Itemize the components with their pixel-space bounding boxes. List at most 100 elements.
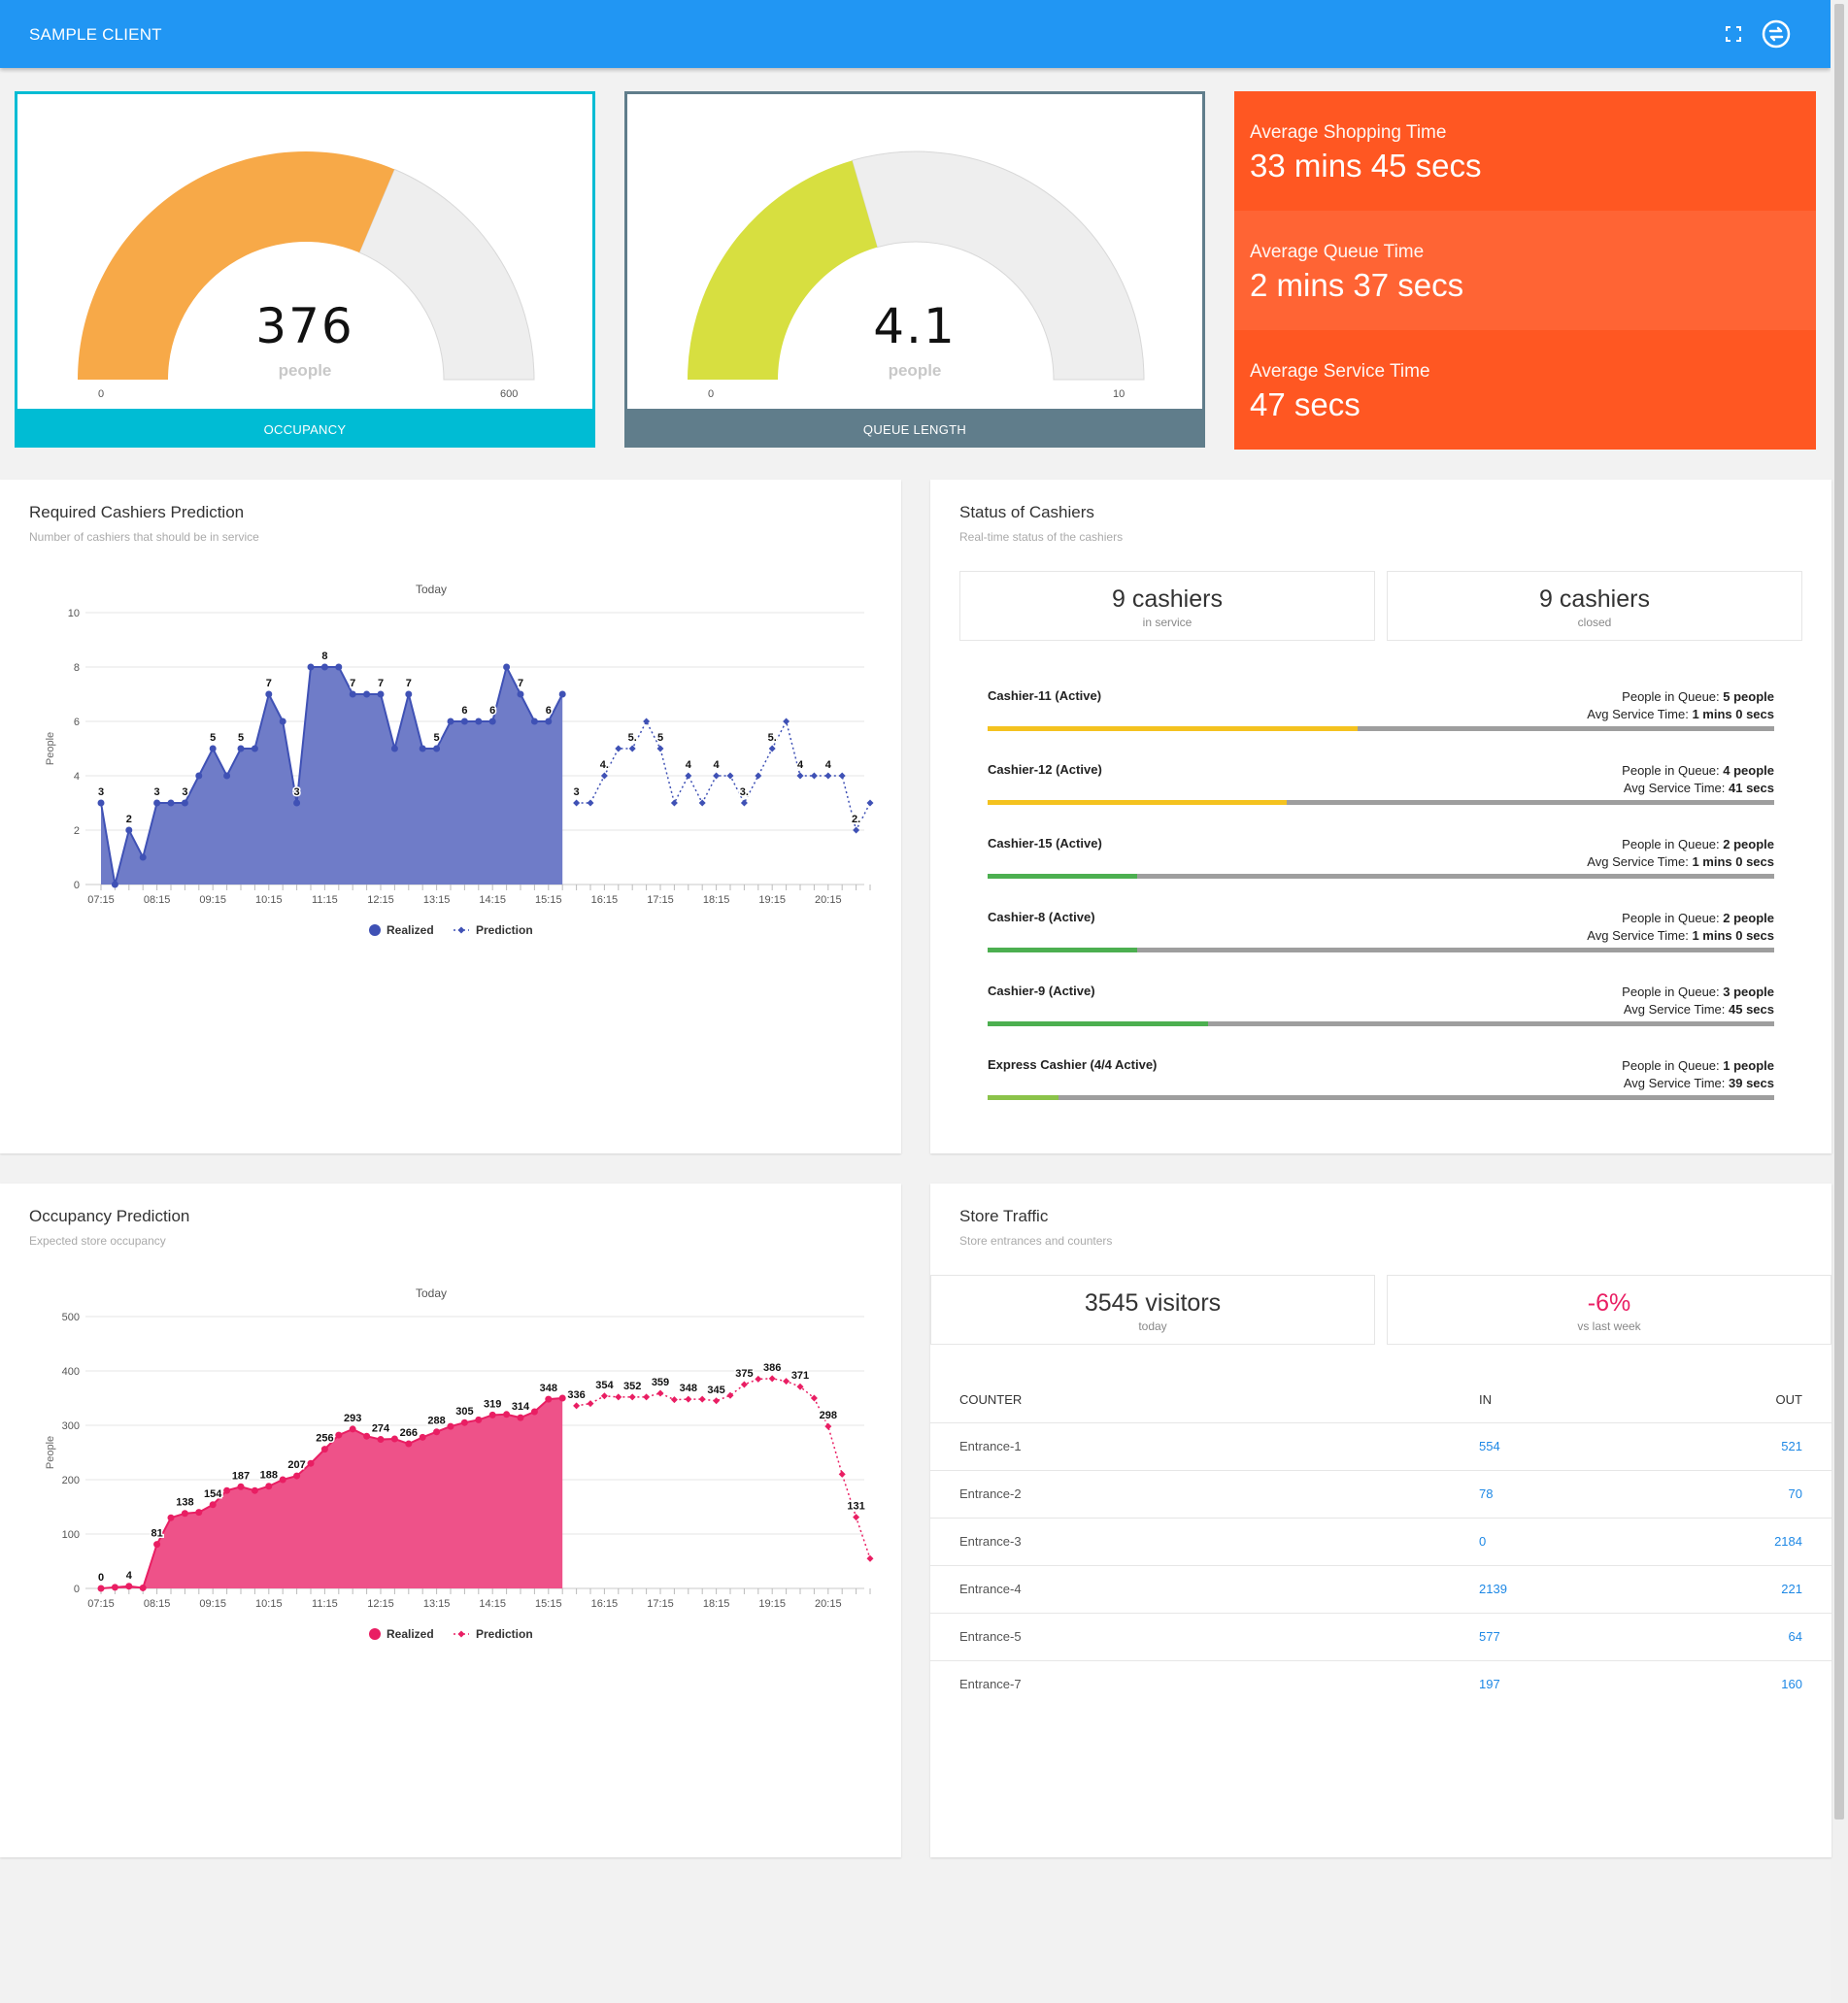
realized-point[interactable]	[545, 1395, 553, 1403]
table-row[interactable]: Entrance-1 554 521	[930, 1422, 1831, 1471]
prediction-point[interactable]	[643, 1393, 651, 1401]
prediction-point[interactable]	[713, 772, 721, 780]
realized-point[interactable]	[377, 1436, 385, 1444]
prediction-point[interactable]	[810, 1394, 818, 1402]
realized-point[interactable]	[223, 772, 231, 780]
realized-point[interactable]	[125, 826, 133, 834]
realized-point[interactable]	[153, 1541, 161, 1549]
realized-point[interactable]	[390, 745, 398, 752]
realized-point[interactable]	[475, 1416, 483, 1423]
prediction-point[interactable]	[740, 1381, 748, 1388]
prediction-point[interactable]	[768, 745, 776, 752]
realized-point[interactable]	[460, 1419, 468, 1426]
realized-point[interactable]	[517, 690, 524, 698]
prediction-point[interactable]	[573, 1402, 581, 1410]
realized-point[interactable]	[503, 1411, 511, 1419]
table-row[interactable]: Entrance-7 197 160	[930, 1660, 1831, 1708]
realized-point[interactable]	[139, 853, 147, 861]
realized-point[interactable]	[139, 1584, 147, 1591]
table-row[interactable]: Entrance-3 0 2184	[930, 1518, 1831, 1566]
realized-point[interactable]	[111, 1584, 118, 1591]
prediction-point[interactable]	[573, 799, 581, 807]
prediction-point[interactable]	[600, 1392, 608, 1400]
realized-point[interactable]	[181, 799, 188, 807]
realized-point[interactable]	[251, 745, 258, 752]
fullscreen-button[interactable]	[1714, 15, 1753, 53]
realized-point[interactable]	[265, 690, 273, 698]
table-row[interactable]: Entrance-5 577 64	[930, 1613, 1831, 1661]
prediction-point[interactable]	[698, 1395, 706, 1403]
prediction-point[interactable]	[838, 772, 846, 780]
realized-point[interactable]	[530, 1408, 538, 1416]
column-header-counter[interactable]: COUNTER	[930, 1378, 1479, 1423]
realized-point[interactable]	[293, 799, 301, 807]
prediction-point[interactable]	[810, 772, 818, 780]
realized-point[interactable]	[279, 1476, 286, 1484]
prediction-point[interactable]	[824, 1422, 832, 1430]
prediction-point[interactable]	[615, 1393, 622, 1401]
prediction-point[interactable]	[587, 799, 594, 807]
realized-point[interactable]	[195, 772, 203, 780]
prediction-point[interactable]	[670, 799, 678, 807]
prediction-point[interactable]	[656, 745, 664, 752]
realized-point[interactable]	[517, 1414, 524, 1421]
prediction-point[interactable]	[853, 1514, 860, 1521]
prediction-point[interactable]	[698, 799, 706, 807]
realized-point[interactable]	[530, 718, 538, 725]
legend-prediction[interactable]: Prediction	[476, 1627, 533, 1641]
prediction-point[interactable]	[685, 1395, 692, 1403]
prediction-point[interactable]	[615, 745, 622, 752]
prediction-point[interactable]	[587, 1400, 594, 1408]
realized-point[interactable]	[279, 718, 286, 725]
sync-button[interactable]	[1757, 15, 1796, 53]
realized-point[interactable]	[251, 1486, 258, 1494]
prediction-point[interactable]	[755, 1375, 762, 1383]
realized-point[interactable]	[433, 745, 441, 752]
realized-point[interactable]	[363, 1432, 371, 1440]
prediction-point[interactable]	[628, 1393, 636, 1401]
prediction-point[interactable]	[726, 772, 734, 780]
realized-point[interactable]	[558, 1394, 566, 1402]
realized-point[interactable]	[405, 690, 413, 698]
realized-point[interactable]	[209, 1501, 217, 1509]
realized-point[interactable]	[488, 1411, 496, 1419]
realized-point[interactable]	[265, 1483, 273, 1490]
prediction-point[interactable]	[796, 1383, 804, 1390]
realized-point[interactable]	[153, 799, 161, 807]
realized-point[interactable]	[460, 718, 468, 725]
realized-point[interactable]	[349, 690, 356, 698]
prediction-point[interactable]	[656, 1389, 664, 1397]
prediction-point[interactable]	[768, 1375, 776, 1383]
realized-point[interactable]	[503, 663, 511, 671]
realized-point[interactable]	[223, 1486, 231, 1494]
prediction-point[interactable]	[755, 772, 762, 780]
realized-point[interactable]	[475, 718, 483, 725]
realized-point[interactable]	[167, 1514, 175, 1521]
realized-point[interactable]	[488, 718, 496, 725]
prediction-point[interactable]	[713, 1397, 721, 1405]
legend-prediction[interactable]: Prediction	[476, 923, 533, 937]
realized-point[interactable]	[558, 690, 566, 698]
realized-point[interactable]	[433, 1428, 441, 1436]
prediction-point[interactable]	[838, 1470, 846, 1478]
prediction-point[interactable]	[853, 826, 860, 834]
realized-point[interactable]	[209, 745, 217, 752]
prediction-point[interactable]	[643, 718, 651, 725]
realized-point[interactable]	[97, 1585, 105, 1592]
realized-point[interactable]	[377, 690, 385, 698]
realized-point[interactable]	[181, 1510, 188, 1518]
column-header-in[interactable]: IN	[1479, 1378, 1770, 1423]
realized-point[interactable]	[447, 1422, 454, 1430]
realized-point[interactable]	[307, 663, 315, 671]
legend-realized[interactable]: Realized	[386, 1627, 434, 1641]
prediction-point[interactable]	[796, 772, 804, 780]
realized-point[interactable]	[335, 1431, 343, 1439]
realized-point[interactable]	[97, 799, 105, 807]
prediction-point[interactable]	[670, 1396, 678, 1404]
realized-point[interactable]	[545, 718, 553, 725]
realized-point[interactable]	[419, 1433, 426, 1441]
realized-point[interactable]	[447, 718, 454, 725]
prediction-point[interactable]	[740, 799, 748, 807]
scrollbar-thumb[interactable]	[1834, 4, 1844, 1819]
realized-point[interactable]	[335, 663, 343, 671]
